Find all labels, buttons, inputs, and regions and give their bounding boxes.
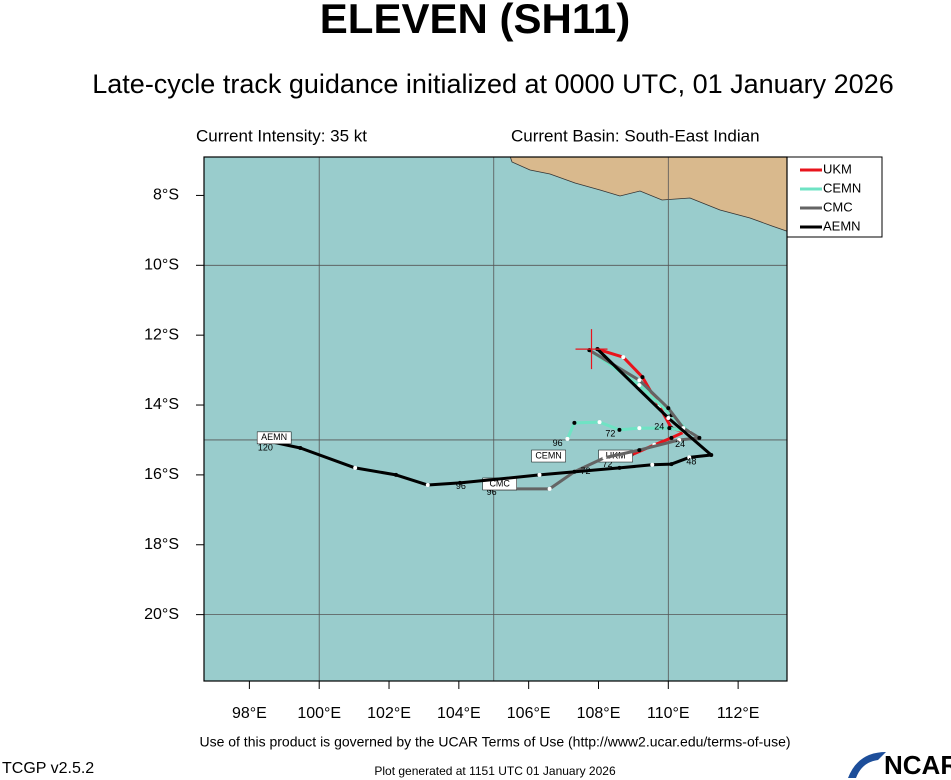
basin: Current Basin: South-East Indian xyxy=(511,126,760,145)
legend-frame xyxy=(786,156,883,238)
track-line xyxy=(566,348,691,440)
initial-position xyxy=(575,329,608,370)
land xyxy=(509,157,787,232)
y-tick-label: 8°S xyxy=(153,187,179,204)
track-point xyxy=(298,445,303,450)
x-tick-label: 110°E xyxy=(647,705,690,722)
chart-title: ELEVEN (SH11) xyxy=(320,0,630,42)
hour-label: 72 xyxy=(605,428,615,438)
legend-label: AEMN xyxy=(823,218,861,233)
hour-label: 48 xyxy=(686,456,696,466)
intensity: Current Intensity: 35 kt xyxy=(196,126,367,145)
track-point xyxy=(666,415,671,420)
y-tick-label: 10°S xyxy=(144,257,179,274)
track-point xyxy=(709,452,714,457)
legend-label: UKM xyxy=(823,161,852,176)
track-point xyxy=(617,427,622,432)
track-point xyxy=(353,465,358,470)
legend-label: CMC xyxy=(823,199,853,214)
hour-label: 24 xyxy=(654,421,664,431)
track-point xyxy=(666,406,671,411)
x-tick-label: 102°E xyxy=(367,705,411,722)
track-point xyxy=(572,420,577,425)
track-point xyxy=(677,437,682,442)
logo: NCAR xyxy=(884,750,951,780)
x-tick-label: 108°E xyxy=(577,705,621,722)
hour-label: 24 xyxy=(675,439,685,449)
x-tick-label: 104°E xyxy=(437,705,481,722)
y-tick-label: 16°S xyxy=(144,466,179,483)
track-point xyxy=(565,436,570,441)
track-point xyxy=(640,375,645,380)
y-tick-label: 12°S xyxy=(144,326,179,343)
name-label: CEMN xyxy=(535,450,562,460)
hour-label: 96 xyxy=(553,438,563,448)
y-tick-label: 20°S xyxy=(144,606,179,623)
track-point xyxy=(637,448,642,453)
track-point xyxy=(617,465,622,470)
track-point xyxy=(537,472,542,477)
hour-label: 96 xyxy=(487,487,497,497)
footer: Use of this product is governed by the U… xyxy=(199,734,790,750)
plot-frame xyxy=(203,156,788,682)
name-label: AEMN xyxy=(261,432,287,442)
logo-mark xyxy=(848,752,886,778)
track-point xyxy=(457,480,462,485)
ocean xyxy=(204,157,787,681)
x-tick-label: 106°E xyxy=(507,705,551,722)
track-point xyxy=(667,426,672,431)
y-tick-label: 14°S xyxy=(144,396,179,413)
track-point xyxy=(687,455,692,460)
track-point xyxy=(669,462,674,467)
track-point xyxy=(637,378,642,383)
hour-label: 72 xyxy=(603,459,613,469)
track-line xyxy=(272,348,713,487)
track-point xyxy=(602,455,607,460)
name-label: CMC xyxy=(489,478,510,488)
generated: Plot generated at 1151 UTC 01 January 20… xyxy=(374,764,616,778)
legend-label: CEMN xyxy=(823,180,861,195)
track-point xyxy=(425,483,430,488)
x-tick-label: 112°E xyxy=(717,705,760,722)
chart-subtitle: Late-cycle track guidance initialized at… xyxy=(92,69,893,99)
hour-label: 96 xyxy=(456,481,466,491)
track-point xyxy=(637,426,642,431)
track-point xyxy=(547,486,552,491)
x-tick-label: 100°E xyxy=(297,705,341,722)
x-tick-label: 98°E xyxy=(232,705,267,722)
track-point xyxy=(597,420,602,425)
hour-label: 120 xyxy=(258,442,273,452)
version: TCGP v2.5.2 xyxy=(2,760,94,777)
track-point xyxy=(394,472,399,477)
track-point xyxy=(697,435,702,440)
y-tick-label: 18°S xyxy=(144,536,179,553)
name-box xyxy=(256,431,292,445)
track-point xyxy=(637,383,642,388)
track-point xyxy=(669,435,674,440)
track-point xyxy=(621,355,626,360)
track-point xyxy=(650,462,655,467)
name-box xyxy=(531,449,566,463)
